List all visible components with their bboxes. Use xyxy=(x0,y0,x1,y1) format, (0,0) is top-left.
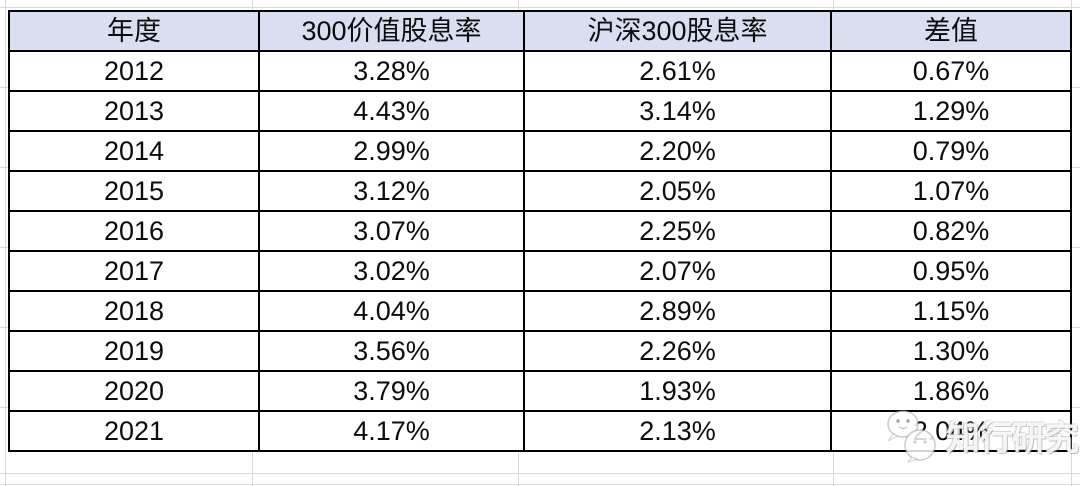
cell-csi300-yield: 2.20% xyxy=(525,132,832,172)
sheet-gridline-h xyxy=(0,7,1080,8)
cell-300value-yield: 3.07% xyxy=(260,212,525,252)
cell-diff: 1.07% xyxy=(832,172,1072,212)
cell-300value-yield: 4.17% xyxy=(260,412,525,452)
sheet-gridline-v xyxy=(5,0,6,486)
cell-year: 2017 xyxy=(10,252,260,292)
cell-csi300-yield: 2.61% xyxy=(525,52,832,92)
cell-year: 2018 xyxy=(10,292,260,332)
cell-year: 2012 xyxy=(10,52,260,92)
cell-year: 2016 xyxy=(10,212,260,252)
header-year: 年度 xyxy=(10,12,260,52)
cell-300value-yield: 4.43% xyxy=(260,92,525,132)
cell-300value-yield: 3.02% xyxy=(260,252,525,292)
header-300value-yield: 300价值股息率 xyxy=(260,12,525,52)
cell-year: 2014 xyxy=(10,132,260,172)
cell-diff: 1.30% xyxy=(832,332,1072,372)
cell-csi300-yield: 2.07% xyxy=(525,252,832,292)
cell-diff: 1.86% xyxy=(832,372,1072,412)
cell-year: 2019 xyxy=(10,332,260,372)
cell-diff: 0.82% xyxy=(832,212,1072,252)
cell-csi300-yield: 2.26% xyxy=(525,332,832,372)
sheet-gridline-h xyxy=(0,484,1080,485)
cell-diff: 0.67% xyxy=(832,52,1072,92)
cell-year: 2020 xyxy=(10,372,260,412)
cell-300value-yield: 3.79% xyxy=(260,372,525,412)
cell-year: 2021 xyxy=(10,412,260,452)
cell-year: 2015 xyxy=(10,172,260,212)
cell-diff: 0.79% xyxy=(832,132,1072,172)
header-csi300-yield: 沪深300股息率 xyxy=(525,12,832,52)
cell-csi300-yield: 2.89% xyxy=(525,292,832,332)
cell-diff: 1.15% xyxy=(832,292,1072,332)
cell-diff: 1.29% xyxy=(832,92,1072,132)
cell-csi300-yield: 2.25% xyxy=(525,212,832,252)
cell-300value-yield: 3.28% xyxy=(260,52,525,92)
cell-csi300-yield: 2.05% xyxy=(525,172,832,212)
cell-csi300-yield: 2.13% xyxy=(525,412,832,452)
header-diff: 差值 xyxy=(832,12,1072,52)
dividend-yield-table: 年度 300价值股息率 沪深300股息率 差值 2012 3.28% 2.61%… xyxy=(8,10,1072,452)
cell-csi300-yield: 1.93% xyxy=(525,372,832,412)
cell-300value-yield: 3.12% xyxy=(260,172,525,212)
cell-diff: 2.04% xyxy=(832,412,1072,452)
cell-year: 2013 xyxy=(10,92,260,132)
cell-300value-yield: 2.99% xyxy=(260,132,525,172)
sheet-gridline-h xyxy=(0,473,1080,474)
cell-diff: 0.95% xyxy=(832,252,1072,292)
cell-csi300-yield: 3.14% xyxy=(525,92,832,132)
cell-300value-yield: 4.04% xyxy=(260,292,525,332)
cell-300value-yield: 3.56% xyxy=(260,332,525,372)
